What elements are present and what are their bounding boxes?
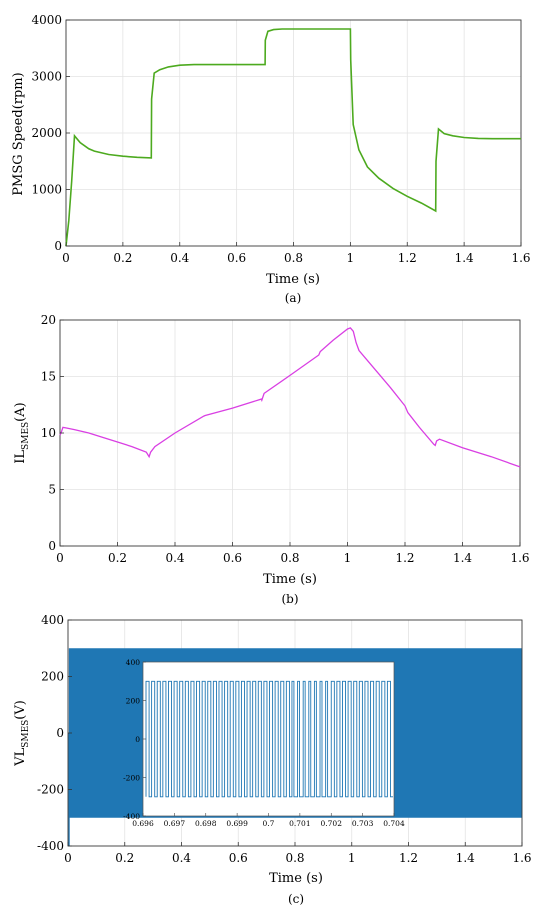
panel-c-y-axis-label: VLSMES(V) [13, 700, 31, 767]
panel-c-x-tick-label: 1 [348, 851, 356, 865]
panel-c-y-label-unit: (V) [13, 700, 28, 720]
panel-c-x-axis-label: Time (s) [269, 871, 323, 886]
inset-y-tick-label: -400 [123, 812, 140, 821]
inset-y-tick-label: 400 [126, 658, 141, 667]
panel-a-speed-chart: 0 0.2 0.4 0.6 0.8 1 1.2 1.4 1.6 0 1000 2000 3000 400… [11, 13, 531, 305]
panel-b-x-ticks: 0 0.2 0.4 0.6 0.8 1 1.2 1.4 1.6 [56, 542, 530, 565]
panel-b-x-tick-label: 1.6 [510, 551, 529, 565]
panel-a-y-tick-label: 4000 [31, 13, 62, 27]
panel-a-x-tick-label: 1 [347, 251, 355, 265]
panel-c-x-tick-label: 0.2 [115, 851, 134, 865]
panel-b-current-series [59, 327, 521, 468]
panel-c-y-label-main: VL [13, 747, 28, 766]
panel-a-x-tick-label: 0.6 [227, 251, 246, 265]
panel-c-zoom-inset: 0.696 0.697 0.698 0.699 0.7 0.701 0.702 0.703 0.… [123, 658, 405, 828]
panel-b-y-label-unit: (A) [13, 402, 28, 422]
panel-b-x-axis-label: Time (s) [263, 572, 317, 587]
panel-c-y-ticks: -400 -200 0 200 400 [37, 613, 72, 853]
panel-b-grid [59, 319, 521, 547]
panel-a-x-tick-label: 0.2 [113, 251, 132, 265]
panel-c-voltage-chart: 0.696 0.697 0.698 0.699 0.7 0.701 0.702 0.703 0.… [13, 613, 532, 906]
panel-a-x-axis-label: Time (s) [266, 272, 320, 287]
inset-x-tick-label: 0.701 [289, 819, 310, 828]
panel-a-y-ticks: 0 1000 2000 3000 4000 [31, 13, 70, 253]
panel-c-x-tick-label: 0 [64, 851, 72, 865]
panel-a-x-tick-label: 0 [62, 251, 70, 265]
inset-x-ticks: 0.696 0.697 0.698 0.699 0.7 0.701 0.702 0.703 0.… [132, 813, 405, 828]
panel-a-y-tick-label: 0 [54, 239, 62, 253]
inset-x-tick-label: 0.7 [263, 819, 275, 828]
panel-b-caption: (b) [281, 592, 298, 606]
panel-b-y-label-main: IL [13, 450, 28, 464]
panel-c-x-tick-label: 0.8 [285, 851, 304, 865]
inset-y-tick-label: -200 [123, 774, 140, 783]
inset-x-tick-label: 0.696 [132, 819, 154, 828]
panel-a-x-ticks: 0 0.2 0.4 0.6 0.8 1 1.2 1.4 1.6 [62, 242, 531, 265]
panel-c-x-tick-label: 1.6 [512, 851, 531, 865]
panel-c-y-tick-label: -400 [37, 839, 64, 853]
panel-c-x-ticks: 0 0.2 0.4 0.6 0.8 1 1.2 1.4 1.6 [64, 842, 532, 865]
panel-c-y-tick-label: 400 [41, 613, 64, 627]
panel-c-x-tick-label: 0.6 [229, 851, 248, 865]
panel-b-y-tick-label: 5 [48, 483, 56, 497]
panel-b-y-label-subscript: SMES [21, 422, 31, 450]
panel-a-y-axis-label: PMSG Speed(rpm) [11, 72, 26, 195]
panel-b-current-chart: 0 0.2 0.4 0.6 0.8 1 1.2 1.4 1.6 0 5 10 15 20 Time (s… [13, 313, 530, 606]
panel-b-x-tick-label: 0.4 [165, 551, 184, 565]
panel-c-y-label-subscript: SMES [21, 720, 31, 748]
inset-background [142, 661, 395, 817]
inset-y-tick-label: 200 [126, 697, 141, 706]
inset-y-ticks: -400 -200 0 200 400 [123, 658, 146, 821]
panel-a-x-tick-label: 1.2 [398, 251, 417, 265]
inset-x-tick-label: 0.703 [352, 819, 374, 828]
inset-x-tick-label: 0.702 [321, 819, 343, 828]
panel-a-grid [65, 19, 522, 247]
panel-a-x-tick-label: 0.4 [170, 251, 189, 265]
panel-a-x-tick-label: 1.4 [455, 251, 474, 265]
panel-a-y-tick-label: 2000 [31, 126, 62, 140]
panel-c-y-tick-label: 0 [56, 726, 64, 740]
panel-c-y-tick-label: -200 [37, 783, 64, 797]
panel-b-x-tick-label: 0.2 [108, 551, 127, 565]
inset-x-tick-label: 0.697 [164, 819, 186, 828]
inset-y-tick-label: 0 [135, 735, 140, 744]
panel-b-y-tick-label: 15 [41, 370, 56, 384]
panel-b-x-tick-label: 1.2 [395, 551, 414, 565]
panel-c-caption: (c) [288, 892, 304, 906]
panel-b-x-tick-label: 1.4 [453, 551, 472, 565]
panel-c-y-tick-label: 200 [41, 670, 64, 684]
panel-b-y-tick-label: 0 [48, 539, 56, 553]
panel-a-caption: (a) [285, 291, 302, 305]
panel-b-x-tick-label: 1 [344, 551, 352, 565]
panel-a-y-tick-label: 3000 [31, 70, 62, 84]
panel-a-y-tick-label: 1000 [31, 183, 62, 197]
panel-b-y-ticks: 0 5 10 15 20 [41, 313, 64, 553]
panel-a-x-tick-label: 1.6 [511, 251, 530, 265]
panel-a-x-tick-label: 0.8 [284, 251, 303, 265]
panel-a-speed-series [65, 28, 521, 247]
inset-x-tick-label: 0.698 [195, 819, 217, 828]
panel-b-y-tick-label: 20 [41, 313, 56, 327]
panel-b-x-tick-label: 0.8 [280, 551, 299, 565]
inset-pwm-waveform [145, 680, 393, 798]
panel-c-x-tick-label: 1.4 [456, 851, 475, 865]
panel-b-y-axis-label: ILSMES(A) [13, 402, 31, 463]
panel-b-x-tick-label: 0.6 [223, 551, 242, 565]
panel-c-x-tick-label: 0.4 [172, 851, 191, 865]
inset-x-tick-label: 0.699 [226, 819, 248, 828]
panel-b-y-tick-label: 10 [41, 426, 56, 440]
panel-c-x-tick-label: 1.2 [399, 851, 418, 865]
inset-x-tick-label: 0.704 [383, 819, 405, 828]
panel-b-x-tick-label: 0 [56, 551, 64, 565]
